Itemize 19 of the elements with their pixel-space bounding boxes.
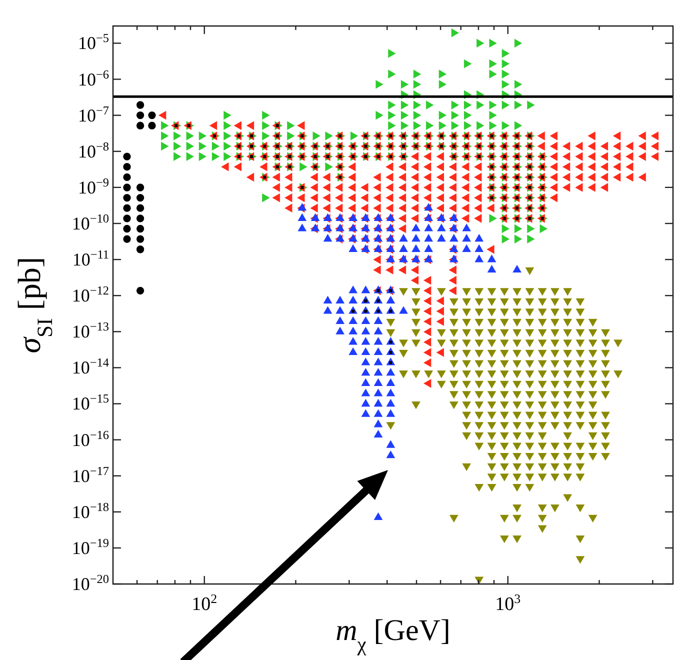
y-tick-label: 10$^{−7}$ [78, 103, 109, 126]
y-tick-label: 10$^{−19}$ [72, 536, 109, 558]
x-tick-label: 10$^{3}$ [495, 590, 521, 615]
y-tick-label: 10$^{−14}$ [72, 356, 109, 378]
y-tick-label: 10$^{−17}$ [72, 464, 109, 486]
y-tick-label: 10$^{−18}$ [72, 500, 109, 522]
y-tick-label: 10$^{−6}$ [78, 67, 109, 90]
y-tick-label: 10$^{−5}$ [78, 31, 109, 54]
x-tick-label: 10$^{2}$ [192, 590, 218, 615]
y-tick-label: 10$^{−15}$ [72, 392, 109, 414]
y-tick-label: 10$^{−10}$ [72, 211, 109, 234]
x-axis-title: m$_{χ}$ [GeV] [336, 614, 450, 656]
y-tick-label: 10$^{−9}$ [78, 175, 109, 198]
y-tick-label: 10$^{−13}$ [72, 320, 109, 342]
y-tick-label: 10$^{−11}$ [72, 248, 109, 270]
y-tick-label: 10$^{−16}$ [72, 428, 109, 450]
y-tick-label: 10$^{−8}$ [78, 139, 109, 162]
y-tick-label: 10$^{−12}$ [72, 284, 109, 306]
y-tick-label: 10$^{−20}$ [72, 572, 109, 594]
